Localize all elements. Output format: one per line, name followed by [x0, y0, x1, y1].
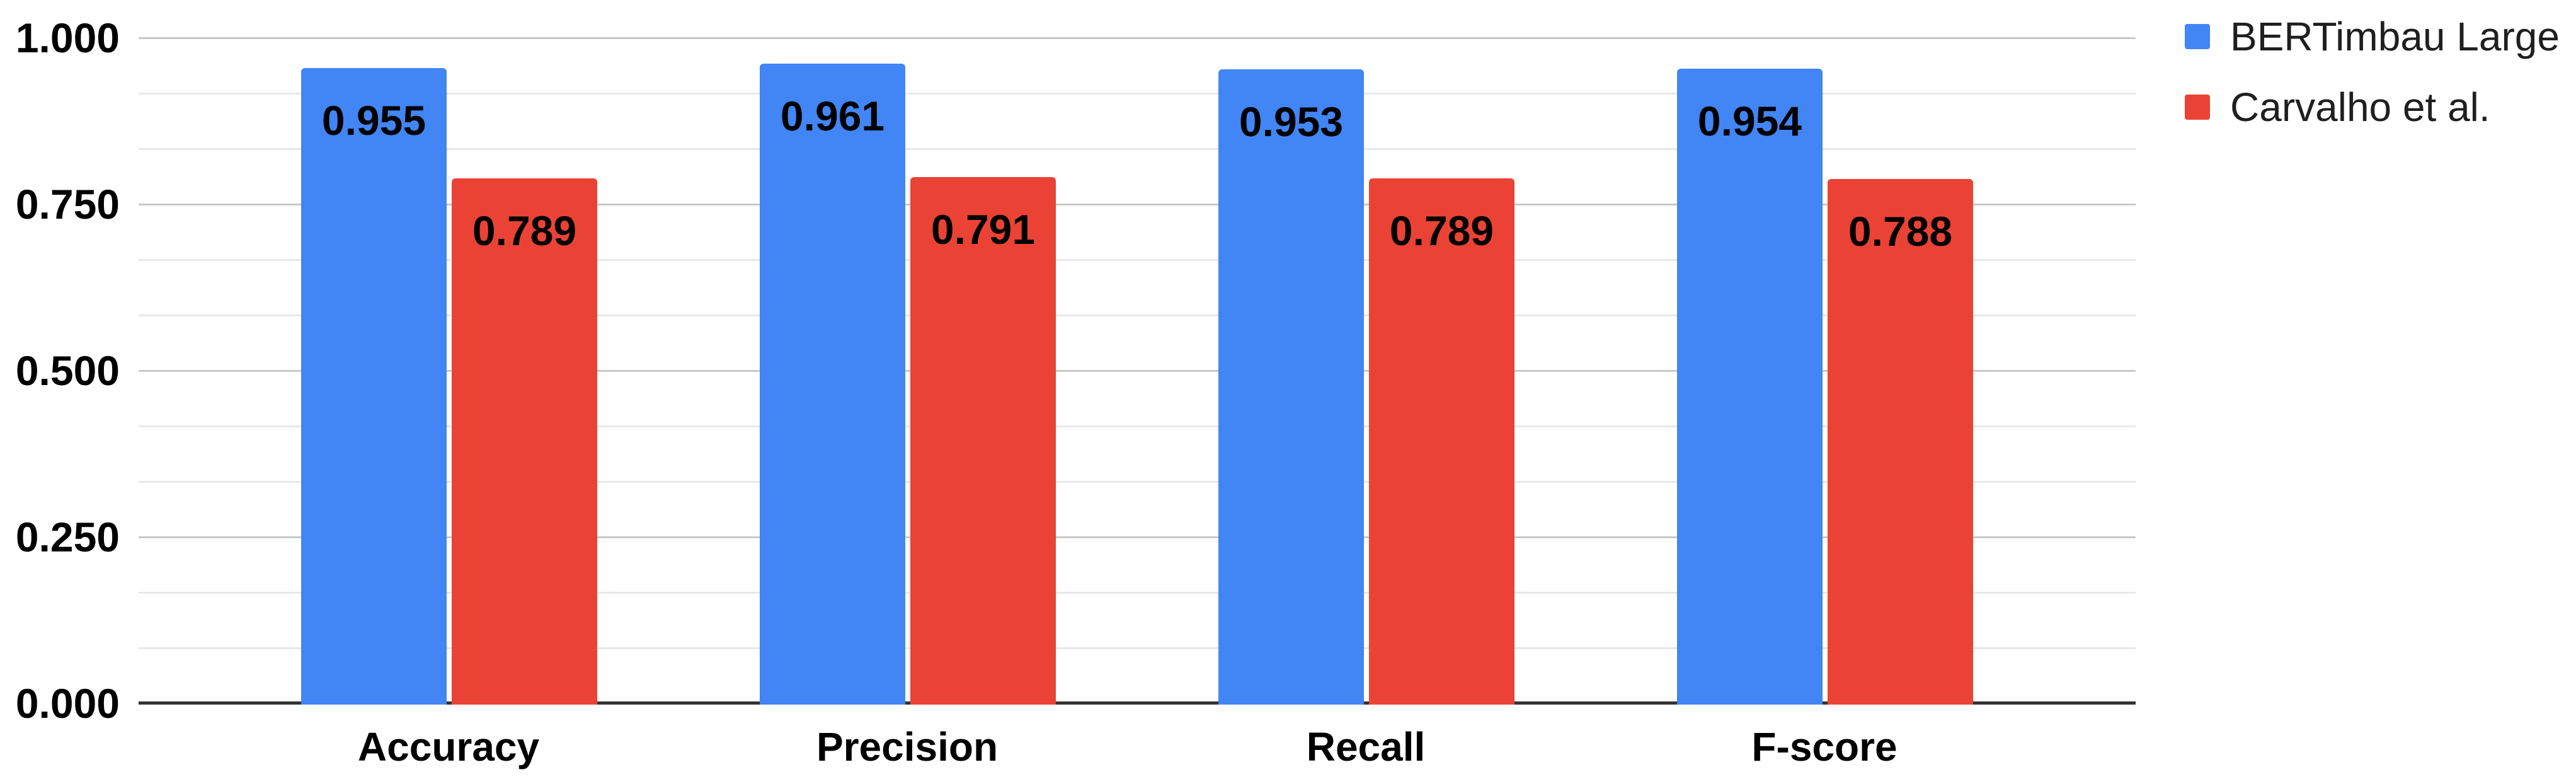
bar-value-label: 0.791: [930, 206, 1036, 253]
legend-item-1[interactable]: Carvalho et al.: [2185, 82, 2490, 132]
bar-accuracy-series-1[interactable]: 0.789: [452, 178, 597, 705]
minor-gridline: [139, 148, 2136, 150]
major-gridline: [139, 37, 2136, 39]
minor-gridline: [139, 481, 2136, 483]
legend-label: Carvalho et al.: [2230, 84, 2490, 130]
y-tick-label: 0.750: [15, 181, 120, 228]
bar-value-label: 0.788: [1848, 208, 1953, 255]
x-category-label-recall: Recall: [1306, 724, 1426, 770]
x-category-label-accuracy: Accuracy: [357, 724, 540, 770]
legend-item-0[interactable]: BERTimbau Large: [2185, 11, 2560, 62]
minor-gridline: [139, 259, 2136, 261]
minor-gridline: [139, 647, 2136, 649]
major-gridline: [139, 536, 2136, 538]
x-category-label-f-score: F-score: [1751, 724, 1898, 770]
legend-label: BERTimbau Large: [2230, 14, 2560, 59]
bar-accuracy-series-0[interactable]: 0.955: [301, 68, 447, 705]
legend-swatch-icon: [2185, 24, 2210, 49]
bar-f-score-series-1[interactable]: 0.788: [1828, 179, 1973, 705]
bar-f-score-series-0[interactable]: 0.954: [1677, 69, 1823, 705]
bar-value-label: 0.953: [1239, 98, 1344, 145]
x-category-label-precision: Precision: [816, 724, 999, 770]
y-tick-label: 1.000: [15, 14, 120, 61]
x-axis-line: [139, 701, 2136, 705]
bar-value-label: 0.954: [1697, 98, 1802, 144]
major-gridline: [139, 370, 2136, 372]
legend-swatch-icon: [2185, 95, 2210, 120]
y-tick-label: 0.250: [15, 514, 120, 560]
bar-value-label: 0.955: [321, 97, 426, 144]
y-tick-label: 0.000: [15, 680, 120, 727]
bar-precision-series-0[interactable]: 0.961: [760, 64, 905, 705]
minor-gridline: [139, 93, 2136, 95]
minor-gridline: [139, 592, 2136, 594]
bar-recall-series-1[interactable]: 0.789: [1369, 178, 1514, 705]
bar-value-label: 0.961: [780, 93, 885, 139]
bar-precision-series-1[interactable]: 0.791: [910, 177, 1056, 705]
bar-recall-series-0[interactable]: 0.953: [1218, 69, 1364, 705]
y-tick-label: 0.500: [15, 347, 120, 394]
major-gridline: [139, 204, 2136, 205]
minor-gridline: [139, 425, 2136, 427]
minor-gridline: [139, 314, 2136, 316]
bar-value-label: 0.789: [1389, 207, 1494, 254]
bar-value-label: 0.789: [472, 207, 577, 254]
